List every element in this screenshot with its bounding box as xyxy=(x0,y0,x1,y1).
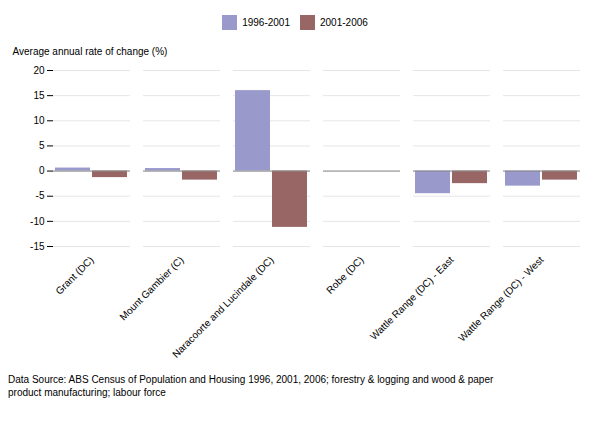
svg-text:Mount Gambier (C): Mount Gambier (C) xyxy=(117,254,185,322)
svg-text:-10: -10 xyxy=(30,216,45,227)
svg-text:-15: -15 xyxy=(30,241,45,252)
html-text:Data Source: ABS Census of Pop: Data Source: ABS Census of Population an… xyxy=(8,374,494,398)
svg-text:Wattle Range (DC) - East: Wattle Range (DC) - East xyxy=(368,254,456,342)
svg-text:15: 15 xyxy=(33,90,45,101)
svg-text:Grant (DC): Grant (DC) xyxy=(53,254,95,296)
svg-text:10: 10 xyxy=(33,115,45,126)
svg-text:Robe (DC): Robe (DC) xyxy=(324,254,366,296)
svg-text:5: 5 xyxy=(39,140,45,151)
svg-text:Naracoorte and Lucindale (DC): Naracoorte and Lucindale (DC) xyxy=(170,254,276,360)
html-text:1996-2001: 1996-2001 xyxy=(242,17,290,28)
svg-text:0: 0 xyxy=(39,165,45,176)
svg-text:-5: -5 xyxy=(36,190,45,201)
html-text:2001-2006: 2001-2006 xyxy=(320,17,368,28)
svg-text:20: 20 xyxy=(33,65,45,76)
svg-text:Average annual rate of change: Average annual rate of change (%) xyxy=(13,46,168,57)
svg-text:Wattle Range (DC) - West: Wattle Range (DC) - West xyxy=(456,254,546,344)
